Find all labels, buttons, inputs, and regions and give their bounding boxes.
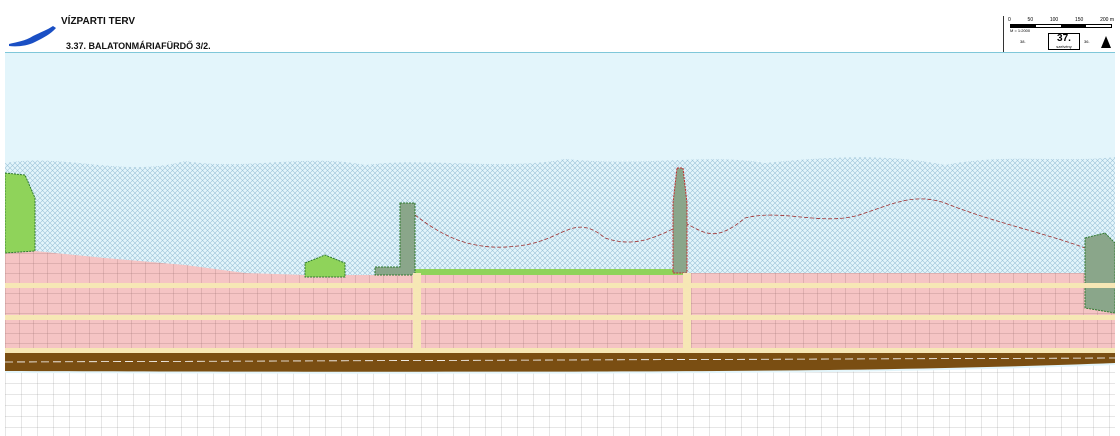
- scale-ticks: 0 50 100 150 200 m: [1008, 17, 1114, 23]
- sheet-number: 37.: [1057, 33, 1071, 44]
- streets: [5, 273, 1115, 358]
- sheet-label: szelvény: [1056, 44, 1072, 49]
- pier: [672, 167, 688, 274]
- next-sheet[interactable]: 36.: [1084, 39, 1090, 44]
- north-arrow-icon: [1101, 36, 1111, 48]
- map-subtitle: 3.37. BALATONMÁRIAFÜRDŐ 3/2.: [66, 41, 211, 51]
- residential-plots: [5, 251, 1115, 358]
- scale-tick: 0: [1008, 17, 1011, 23]
- southern-plots: [5, 365, 1115, 436]
- prev-sheet[interactable]: 38.: [1020, 39, 1026, 44]
- pier-green: [374, 202, 416, 276]
- scale-text: M = 1:2000: [1010, 28, 1031, 33]
- green-area-west: [5, 172, 36, 254]
- green-strip: [415, 269, 685, 275]
- scale-tick: 100: [1049, 17, 1059, 23]
- reed-zone: [5, 157, 1115, 283]
- scale-bar: [1010, 24, 1112, 28]
- scale-tick: 50: [1027, 17, 1034, 23]
- sheet-box: 37. szelvény: [1048, 33, 1080, 50]
- railway-line: [5, 357, 1115, 363]
- scale-tick: 150: [1074, 17, 1084, 23]
- railway: [5, 353, 1115, 372]
- scale-tick: 200 m: [1100, 17, 1114, 23]
- scale-legend: 0 50 100 150 200 m M = 1:2000 38. 37. sz…: [1003, 16, 1116, 52]
- map-canvas: [5, 53, 1115, 436]
- map-title: VÍZPARTI TERV: [61, 16, 136, 27]
- green-area-east: [1084, 232, 1115, 314]
- lake-balaton-logo: [9, 26, 56, 47]
- green-area: [304, 254, 346, 278]
